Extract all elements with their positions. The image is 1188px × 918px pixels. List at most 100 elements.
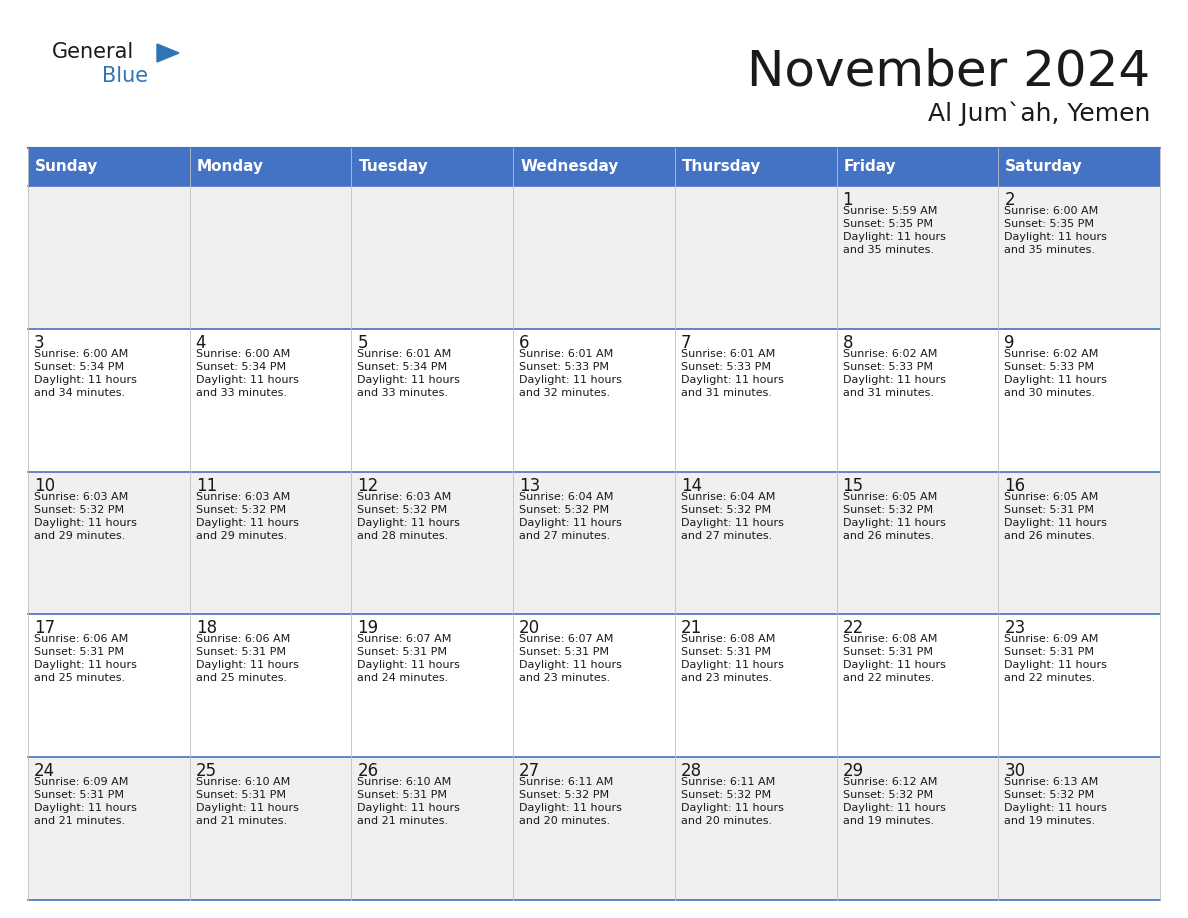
Text: Daylight: 11 hours: Daylight: 11 hours [681,375,784,385]
Text: Sunrise: 6:04 AM: Sunrise: 6:04 AM [681,492,776,501]
Text: Daylight: 11 hours: Daylight: 11 hours [196,375,298,385]
Text: and 26 minutes.: and 26 minutes. [842,531,934,541]
Bar [29,472,190,614]
Text: Daylight: 11 hours: Daylight: 11 hours [358,660,460,670]
Bar [190,329,352,472]
Text: Al Jum`ah, Yemen: Al Jum`ah, Yemen [928,102,1150,127]
Text: Sunrise: 6:01 AM: Sunrise: 6:01 AM [358,349,451,359]
Text: Sunset: 5:34 PM: Sunset: 5:34 PM [196,362,286,372]
Text: Sunrise: 6:07 AM: Sunrise: 6:07 AM [519,634,613,644]
Text: Daylight: 11 hours: Daylight: 11 hours [358,375,460,385]
Text: November 2024: November 2024 [747,48,1150,96]
Text: Sunset: 5:31 PM: Sunset: 5:31 PM [358,790,448,800]
Text: 20: 20 [519,620,541,637]
Bar [352,614,513,757]
Bar [998,186,1159,329]
Text: Sunset: 5:32 PM: Sunset: 5:32 PM [34,505,124,515]
Text: Sunset: 5:32 PM: Sunset: 5:32 PM [196,505,286,515]
Text: 18: 18 [196,620,217,637]
Text: Sunset: 5:33 PM: Sunset: 5:33 PM [842,362,933,372]
Text: Sunrise: 6:10 AM: Sunrise: 6:10 AM [196,778,290,788]
Text: Sunset: 5:32 PM: Sunset: 5:32 PM [681,505,771,515]
Text: 15: 15 [842,476,864,495]
Text: Sunrise: 6:02 AM: Sunrise: 6:02 AM [842,349,937,359]
Text: Sunrise: 6:08 AM: Sunrise: 6:08 AM [842,634,937,644]
Bar [190,614,352,757]
Bar [352,472,513,614]
Text: Daylight: 11 hours: Daylight: 11 hours [196,518,298,528]
Text: Sunrise: 6:05 AM: Sunrise: 6:05 AM [1004,492,1099,501]
Text: Sunrise: 6:03 AM: Sunrise: 6:03 AM [34,492,128,501]
Bar [836,148,998,186]
Text: Sunset: 5:31 PM: Sunset: 5:31 PM [34,647,124,657]
Text: Sunrise: 6:11 AM: Sunrise: 6:11 AM [519,778,613,788]
Bar [836,472,998,614]
Bar [998,148,1159,186]
Text: Sunset: 5:35 PM: Sunset: 5:35 PM [842,219,933,229]
Text: Sunset: 5:31 PM: Sunset: 5:31 PM [358,647,448,657]
Text: Daylight: 11 hours: Daylight: 11 hours [519,375,623,385]
Text: 29: 29 [842,762,864,780]
Bar [352,186,513,329]
Text: Sunrise: 6:07 AM: Sunrise: 6:07 AM [358,634,451,644]
Text: 4: 4 [196,334,207,352]
Text: Sunset: 5:31 PM: Sunset: 5:31 PM [842,647,933,657]
Text: and 35 minutes.: and 35 minutes. [842,245,934,255]
Text: 28: 28 [681,762,702,780]
Text: and 29 minutes.: and 29 minutes. [196,531,287,541]
Text: Wednesday: Wednesday [520,160,619,174]
Text: and 19 minutes.: and 19 minutes. [1004,816,1095,826]
Text: and 20 minutes.: and 20 minutes. [681,816,772,826]
Text: 22: 22 [842,620,864,637]
Text: 27: 27 [519,762,541,780]
Text: Sunrise: 6:06 AM: Sunrise: 6:06 AM [196,634,290,644]
Text: 13: 13 [519,476,541,495]
Text: Daylight: 11 hours: Daylight: 11 hours [842,660,946,670]
Text: and 27 minutes.: and 27 minutes. [681,531,772,541]
Text: 11: 11 [196,476,217,495]
Text: Sunset: 5:32 PM: Sunset: 5:32 PM [1004,790,1094,800]
Bar [513,472,675,614]
Text: Sunrise: 6:12 AM: Sunrise: 6:12 AM [842,778,937,788]
Text: and 31 minutes.: and 31 minutes. [681,387,772,397]
Text: 17: 17 [34,620,55,637]
Text: Sunset: 5:31 PM: Sunset: 5:31 PM [196,790,286,800]
Text: Sunrise: 5:59 AM: Sunrise: 5:59 AM [842,206,937,216]
Bar [29,614,190,757]
Text: Blue: Blue [102,66,148,86]
Text: Daylight: 11 hours: Daylight: 11 hours [519,660,623,670]
Polygon shape [157,44,179,62]
Text: and 29 minutes.: and 29 minutes. [34,531,125,541]
Bar [29,148,190,186]
Text: Daylight: 11 hours: Daylight: 11 hours [842,518,946,528]
Bar [998,757,1159,900]
Text: and 27 minutes.: and 27 minutes. [519,531,611,541]
Text: Sunrise: 6:00 AM: Sunrise: 6:00 AM [196,349,290,359]
Text: Sunset: 5:34 PM: Sunset: 5:34 PM [34,362,124,372]
Text: and 34 minutes.: and 34 minutes. [34,387,125,397]
Bar [836,329,998,472]
Text: Daylight: 11 hours: Daylight: 11 hours [196,803,298,813]
Text: Sunrise: 6:02 AM: Sunrise: 6:02 AM [1004,349,1099,359]
Text: Sunset: 5:31 PM: Sunset: 5:31 PM [519,647,609,657]
Text: and 22 minutes.: and 22 minutes. [842,674,934,683]
Bar [998,329,1159,472]
Bar [513,186,675,329]
Text: Sunset: 5:33 PM: Sunset: 5:33 PM [1004,362,1094,372]
Bar [836,757,998,900]
Text: Tuesday: Tuesday [359,160,428,174]
Text: and 25 minutes.: and 25 minutes. [34,674,125,683]
Text: Daylight: 11 hours: Daylight: 11 hours [519,518,623,528]
Bar [513,614,675,757]
Text: Sunset: 5:32 PM: Sunset: 5:32 PM [842,505,933,515]
Text: Sunset: 5:31 PM: Sunset: 5:31 PM [681,647,771,657]
Bar [190,186,352,329]
Text: Daylight: 11 hours: Daylight: 11 hours [1004,375,1107,385]
Text: Daylight: 11 hours: Daylight: 11 hours [681,660,784,670]
Bar [352,148,513,186]
Text: and 21 minutes.: and 21 minutes. [34,816,125,826]
Text: Sunset: 5:32 PM: Sunset: 5:32 PM [358,505,448,515]
Bar [675,614,836,757]
Text: 16: 16 [1004,476,1025,495]
Text: Daylight: 11 hours: Daylight: 11 hours [1004,803,1107,813]
